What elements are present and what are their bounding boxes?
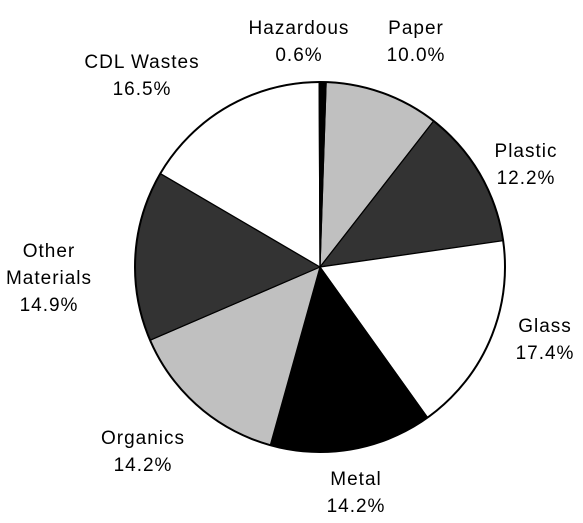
category-label-paper: Paper [388,18,444,39]
value-label-glass: 17.4% [516,343,575,364]
category-label-hazardous: Hazardous [249,18,350,39]
category-label-other-materials-line-2: Materials [6,268,92,289]
value-label-plastic: 12.2% [497,168,556,189]
value-label-paper: 10.0% [387,45,446,66]
value-label-cdl-wastes: 16.5% [113,79,172,100]
category-label-plastic: Plastic [495,141,558,162]
value-label-metal: 14.2% [327,496,386,517]
pie-slices [134,81,506,453]
value-label-hazardous: 0.6% [275,45,322,66]
value-label-other-materials: 14.9% [20,295,79,316]
pie-labels: Paper 10.0% Plastic 12.2% Glass 17.4% Metal 14.… [6,18,575,517]
pie-outline [134,81,506,453]
category-label-glass: Glass [518,316,572,337]
category-label-organics: Organics [101,428,185,449]
category-label-cdl-wastes: CDL Wastes [84,52,199,73]
category-label-other-materials-line-1: Other [23,241,76,262]
category-label-metal: Metal [330,469,381,490]
value-label-organics: 14.2% [114,455,173,476]
